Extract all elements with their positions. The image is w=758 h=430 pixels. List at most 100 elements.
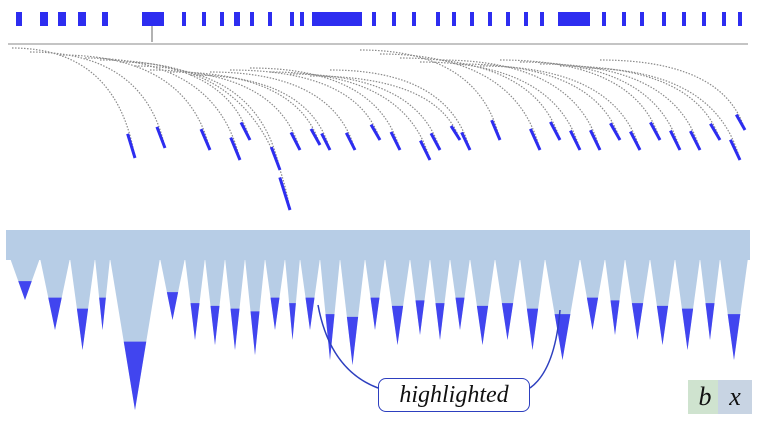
icicle-spike-highlight	[586, 297, 599, 330]
tree-branch	[59, 54, 211, 151]
sequence-mark	[738, 12, 742, 26]
icicle-spike	[650, 258, 675, 345]
icicle-spike	[40, 258, 70, 330]
tree-branch-highlight	[569, 129, 582, 151]
tree-branch	[269, 71, 431, 161]
icicle-spike	[185, 258, 205, 340]
tree-branch-highlight	[429, 132, 442, 151]
sequence-mark	[40, 12, 48, 26]
icicle-spike	[625, 258, 650, 340]
tree-branch	[459, 63, 621, 141]
tree-branch-highlight	[269, 146, 282, 171]
tree-branch	[439, 59, 601, 151]
sequence-mark	[452, 12, 456, 26]
icicle-spike-highlight	[270, 297, 280, 330]
tree-branch-highlight	[549, 121, 562, 141]
tree-branch	[599, 59, 746, 131]
sequence-mark	[558, 12, 590, 26]
icicle-spike	[430, 258, 450, 340]
sequence-mark	[412, 12, 416, 26]
tree-branch-highlight	[239, 121, 252, 141]
sequence-mark	[182, 12, 186, 26]
sequence-mark	[372, 12, 376, 26]
icicle-spike-highlight	[289, 303, 296, 340]
icicle-spike	[520, 258, 545, 350]
sequence-mark	[392, 12, 396, 26]
icicle-spike-highlight	[190, 303, 200, 340]
tree-branch	[479, 65, 641, 151]
icicle-spike	[605, 258, 625, 335]
icicle-spike	[10, 258, 40, 300]
icicle-spike	[110, 258, 160, 410]
icicle-spike	[365, 258, 385, 330]
icicle-spike	[410, 258, 430, 335]
icicle-spike	[160, 258, 185, 320]
icicle-spike-highlight	[610, 300, 620, 335]
sequence-mark	[622, 12, 626, 26]
icicle-spike	[225, 258, 245, 350]
tree-branch	[539, 63, 701, 151]
sequence-mark	[470, 12, 474, 26]
sequence-mark	[102, 12, 108, 26]
tree-branch	[149, 69, 301, 151]
legend-x-label: x	[729, 382, 741, 411]
icicle-spike-highlight	[305, 297, 315, 330]
tree-branch	[559, 65, 721, 141]
icicle-spike	[700, 258, 720, 340]
tree-branch-highlight	[278, 176, 292, 211]
sequence-mark	[312, 12, 362, 26]
tree-branch-highlight	[419, 139, 432, 161]
tree-branch-highlight	[709, 122, 722, 141]
sequence-mark	[234, 12, 240, 26]
tree-branch	[519, 61, 681, 151]
tree-branch-highlight	[729, 139, 742, 161]
tree-branch-highlight	[309, 128, 322, 146]
tree-branch	[379, 53, 541, 151]
tree-branch-highlight	[490, 119, 502, 141]
icicle-spike-highlight	[435, 303, 445, 340]
sequence-mark	[702, 12, 706, 26]
icicle-spike-highlight	[455, 297, 465, 330]
icicle-spike-highlight	[370, 297, 380, 330]
icicle-spike-highlight	[415, 300, 425, 335]
icicle-spike	[385, 258, 410, 345]
tree-branch-highlight	[734, 113, 747, 131]
tree-branch	[84, 57, 241, 161]
sequence-bar	[16, 12, 742, 42]
sequence-mark	[220, 12, 224, 26]
tree-branch	[29, 51, 166, 149]
callout-line-left	[317, 304, 379, 389]
icicle-spike-highlight	[727, 314, 741, 360]
tree-branch	[189, 74, 331, 151]
icicle-spike	[265, 258, 285, 330]
icicle-spike	[545, 258, 580, 360]
icicle-base	[6, 230, 750, 260]
highlighted-callout: highlighted	[378, 378, 530, 412]
icicle-spike	[300, 258, 320, 330]
tree-branch	[359, 49, 501, 141]
sequence-mark	[540, 12, 544, 26]
icicle-spike-highlight	[526, 308, 539, 350]
icicle-spike	[495, 258, 520, 340]
icicle-spike-highlight	[230, 308, 240, 350]
icicle-spike-highlight	[391, 305, 404, 345]
callout-line-right	[529, 309, 561, 389]
icicle-spike-highlight	[99, 297, 106, 330]
icicle-spike	[285, 258, 300, 340]
tree-branch-highlight	[629, 130, 642, 151]
tree-branch	[134, 65, 281, 171]
tree-branch	[419, 61, 581, 151]
icicle-spike-highlight	[656, 305, 669, 345]
sequence-mark	[640, 12, 644, 26]
sequence-mark	[78, 12, 86, 26]
sequence-mark	[268, 12, 272, 26]
sequence-mark	[524, 12, 528, 26]
tree-branch-highlight	[689, 130, 702, 151]
tree-branch-highlight	[199, 128, 212, 151]
sequence-mark	[662, 12, 666, 26]
icicle-spike	[470, 258, 495, 345]
icicle-spike-highlight	[325, 314, 335, 360]
tree-branch	[99, 59, 251, 141]
sequence-mark	[16, 12, 22, 26]
